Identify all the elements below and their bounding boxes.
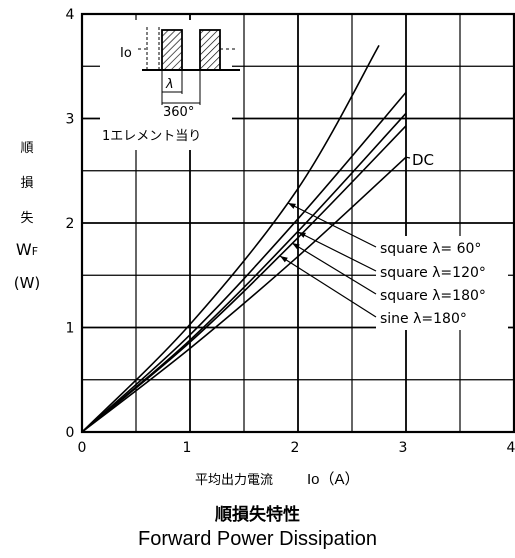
series-line-square-60: [81, 44, 380, 433]
x-tick-label-0: 0: [78, 440, 87, 456]
legend-label-1: square λ= 60°: [380, 241, 481, 257]
x-tick-label-1: 1: [183, 440, 192, 456]
leader-arrow-3: [292, 243, 300, 250]
dc-label-background: [408, 148, 458, 170]
legend-label-4: sine λ=180°: [380, 311, 467, 327]
legend-label-2: square λ=120°: [380, 265, 486, 281]
plot-border: [80, 12, 515, 434]
leader-arrow-2: [298, 232, 306, 238]
x-axis-label-text: 平均出力電流: [195, 473, 274, 488]
pulse-inset: Io λ 360° 1エレメント当り: [100, 20, 240, 150]
y-axis-symbol: WF: [15, 240, 39, 259]
y-axis-label-char-1: 順: [20, 141, 34, 156]
leader-line-3: [291, 242, 377, 295]
y-tick-label-2: 2: [66, 216, 75, 232]
plot-frame: [80, 12, 515, 434]
leader-arrow-4: [280, 256, 288, 263]
chart-title: 順損失特性: [215, 505, 300, 525]
tick-labels: 0 1 2 3 4 0 1 2 3 4: [66, 7, 515, 456]
y-tick-label-1: 1: [66, 321, 75, 337]
x-tick-label-2: 2: [291, 440, 300, 456]
series-line-dc: [81, 156, 407, 433]
leader-line-2: [297, 231, 377, 272]
y-tick-label-3: 3: [66, 112, 75, 128]
series-line-sine-180: [81, 125, 407, 433]
chart-subtitle: Forward Power Dissipation: [138, 528, 377, 550]
y-axis-label-char-2: 損: [20, 176, 34, 191]
dc-label: DC: [412, 151, 434, 169]
grid: [82, 14, 514, 432]
leader-line-4: [279, 255, 377, 318]
x-tick-label-4: 4: [507, 440, 515, 456]
y-axis-label-char-3: 失: [20, 211, 34, 226]
x-axis-symbol: Io（A）: [307, 471, 360, 488]
x-axis-label: 平均出力電流 Io（A）: [195, 468, 425, 489]
legend: square λ= 60° square λ=120° square λ=180° s…: [279, 148, 508, 330]
y-tick-label-0: 0: [66, 425, 75, 441]
curves: [81, 44, 407, 433]
legend-label-3: square λ=180°: [380, 288, 486, 304]
leader-arrow-1: [288, 203, 296, 209]
inset-io-label: Io: [120, 46, 132, 61]
inset-period-label: 360°: [163, 105, 194, 120]
inset-caption: 1エレメント当り: [102, 129, 201, 144]
inset-lambda-label: λ: [165, 77, 174, 92]
y-tick-label-4: 4: [66, 7, 75, 23]
pulse-2: [199, 29, 221, 71]
leader-line-1: [287, 202, 377, 248]
dc-leader-line: [405, 156, 411, 159]
legend-background: [376, 236, 508, 330]
pulse-1: [161, 29, 183, 71]
series-line-square-120: [81, 91, 407, 433]
y-axis-unit: (W): [13, 274, 41, 292]
x-tick-label-3: 3: [399, 440, 408, 456]
